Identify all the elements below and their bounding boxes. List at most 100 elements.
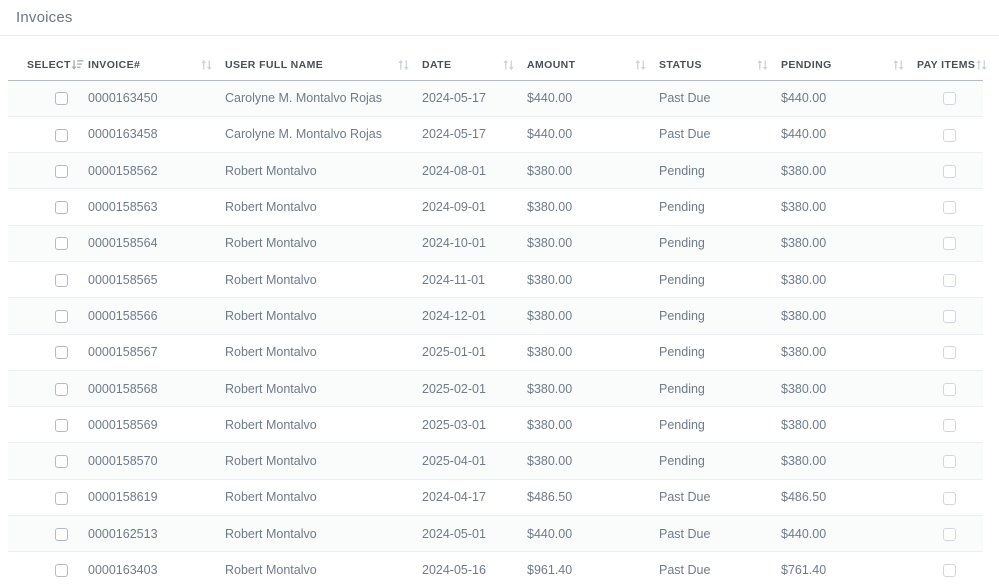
amount-cell: $380.00	[527, 188, 659, 226]
column-header-label: AMOUNT	[527, 59, 576, 72]
select-checkbox[interactable]	[55, 201, 68, 215]
pay-items-cell	[917, 116, 983, 154]
pay-item-checkbox[interactable]	[943, 128, 956, 142]
select-checkbox[interactable]	[55, 418, 68, 432]
pay-item-checkbox[interactable]	[943, 564, 956, 578]
user-full-name-cell: Robert Montalvo	[225, 551, 422, 587]
select-checkbox[interactable]	[55, 564, 68, 578]
table-row: 0000158563 Robert Montalvo 2024-09-01 $3…	[8, 188, 983, 226]
amount-cell: $380.00	[527, 370, 659, 408]
column-header-pending[interactable]: PENDING	[781, 53, 917, 81]
amount-cell: $380.00	[527, 261, 659, 299]
status-cell: Pending	[659, 261, 781, 299]
user-full-name-cell: Robert Montalvo	[225, 261, 422, 299]
select-checkbox[interactable]	[55, 128, 68, 142]
select-checkbox[interactable]	[55, 455, 68, 469]
select-cell	[8, 261, 88, 299]
table-row: 0000158562 Robert Montalvo 2024-08-01 $3…	[8, 152, 983, 190]
column-header-select[interactable]: SELECT	[8, 53, 88, 81]
pay-item-checkbox[interactable]	[943, 382, 956, 396]
pay-item-checkbox[interactable]	[943, 237, 956, 251]
pending-cell: $380.00	[781, 261, 917, 299]
user-full-name-cell: Carolyne M. Montalvo Rojas	[225, 116, 422, 154]
pay-items-cell	[917, 334, 983, 371]
amount-cell: $380.00	[527, 442, 659, 480]
sort-both-icon	[975, 59, 988, 71]
select-cell	[8, 370, 88, 408]
column-header-user-full-name[interactable]: USER FULL NAME	[225, 53, 422, 81]
table-row: 0000163458 Carolyne M. Montalvo Rojas 20…	[8, 116, 983, 154]
status-cell: Pending	[659, 442, 781, 480]
table-row: 0000158568 Robert Montalvo 2025-02-01 $3…	[8, 370, 983, 408]
sort-both-icon	[892, 59, 905, 71]
column-header-amount[interactable]: AMOUNT	[527, 53, 659, 81]
table-row: 0000158567 Robert Montalvo 2025-01-01 $3…	[8, 334, 983, 371]
invoice-number-cell: 0000162513	[88, 515, 225, 553]
pending-cell: $380.00	[781, 225, 917, 262]
amount-cell: $380.00	[527, 334, 659, 371]
status-cell: Past Due	[659, 116, 781, 154]
pay-item-checkbox[interactable]	[943, 310, 956, 324]
amount-cell: $380.00	[527, 406, 659, 444]
pay-item-checkbox[interactable]	[943, 491, 956, 505]
select-checkbox[interactable]	[55, 527, 68, 541]
date-cell: 2025-01-01	[422, 334, 527, 371]
date-cell: 2024-05-17	[422, 80, 527, 117]
status-cell: Past Due	[659, 515, 781, 553]
user-full-name-cell: Robert Montalvo	[225, 152, 422, 190]
pay-items-cell	[917, 515, 983, 553]
page-title: Invoices	[16, 9, 73, 26]
pay-item-checkbox[interactable]	[943, 92, 956, 106]
column-header-date[interactable]: DATE	[422, 53, 527, 81]
sort-both-icon	[200, 59, 213, 71]
pending-cell: $380.00	[781, 152, 917, 190]
pay-items-cell	[917, 442, 983, 480]
column-header-label: INVOICE#	[88, 59, 141, 72]
column-header-status[interactable]: STATUS	[659, 53, 781, 81]
pay-item-checkbox[interactable]	[943, 418, 956, 432]
column-header-invoice[interactable]: INVOICE#	[88, 53, 225, 81]
column-header-pay-items[interactable]: PAY ITEMS	[917, 53, 987, 81]
pay-item-checkbox[interactable]	[943, 346, 956, 360]
invoice-number-cell: 0000158568	[88, 370, 225, 408]
table-row: 0000158565 Robert Montalvo 2024-11-01 $3…	[8, 261, 983, 299]
select-checkbox[interactable]	[55, 491, 68, 505]
pay-item-checkbox[interactable]	[943, 455, 956, 469]
select-checkbox[interactable]	[55, 382, 68, 396]
user-full-name-cell: Robert Montalvo	[225, 297, 422, 335]
select-cell	[8, 152, 88, 190]
pending-cell: $380.00	[781, 297, 917, 335]
pay-item-checkbox[interactable]	[943, 273, 956, 287]
status-cell: Past Due	[659, 479, 781, 517]
date-cell: 2024-08-01	[422, 152, 527, 190]
select-cell	[8, 80, 88, 117]
table-row: 0000163450 Carolyne M. Montalvo Rojas 20…	[8, 80, 983, 117]
user-full-name-cell: Robert Montalvo	[225, 479, 422, 517]
select-checkbox[interactable]	[55, 346, 68, 360]
invoice-number-cell: 0000163450	[88, 80, 225, 117]
sort-both-icon	[756, 59, 769, 71]
table-row: 0000158619 Robert Montalvo 2024-04-17 $4…	[8, 479, 983, 517]
table-row: 0000158564 Robert Montalvo 2024-10-01 $3…	[8, 225, 983, 262]
pay-item-checkbox[interactable]	[943, 527, 956, 541]
pay-items-cell	[917, 261, 983, 299]
select-checkbox[interactable]	[55, 164, 68, 178]
select-checkbox[interactable]	[55, 92, 68, 106]
column-header-label: DATE	[422, 59, 452, 72]
invoice-number-cell: 0000158566	[88, 297, 225, 335]
status-cell: Pending	[659, 334, 781, 371]
select-checkbox[interactable]	[55, 310, 68, 324]
user-full-name-cell: Carolyne M. Montalvo Rojas	[225, 80, 422, 117]
select-checkbox[interactable]	[55, 237, 68, 251]
pending-cell: $440.00	[781, 80, 917, 117]
pay-item-checkbox[interactable]	[943, 164, 956, 178]
pending-cell: $440.00	[781, 515, 917, 553]
user-full-name-cell: Robert Montalvo	[225, 334, 422, 371]
invoices-table: SELECT INVOICE# USER FULL NAME DATE AMOU…	[8, 53, 987, 587]
pay-item-checkbox[interactable]	[943, 201, 956, 215]
select-cell	[8, 188, 88, 226]
pay-items-cell	[917, 152, 983, 190]
select-checkbox[interactable]	[55, 273, 68, 287]
user-full-name-cell: Robert Montalvo	[225, 515, 422, 553]
date-cell: 2024-11-01	[422, 261, 527, 299]
